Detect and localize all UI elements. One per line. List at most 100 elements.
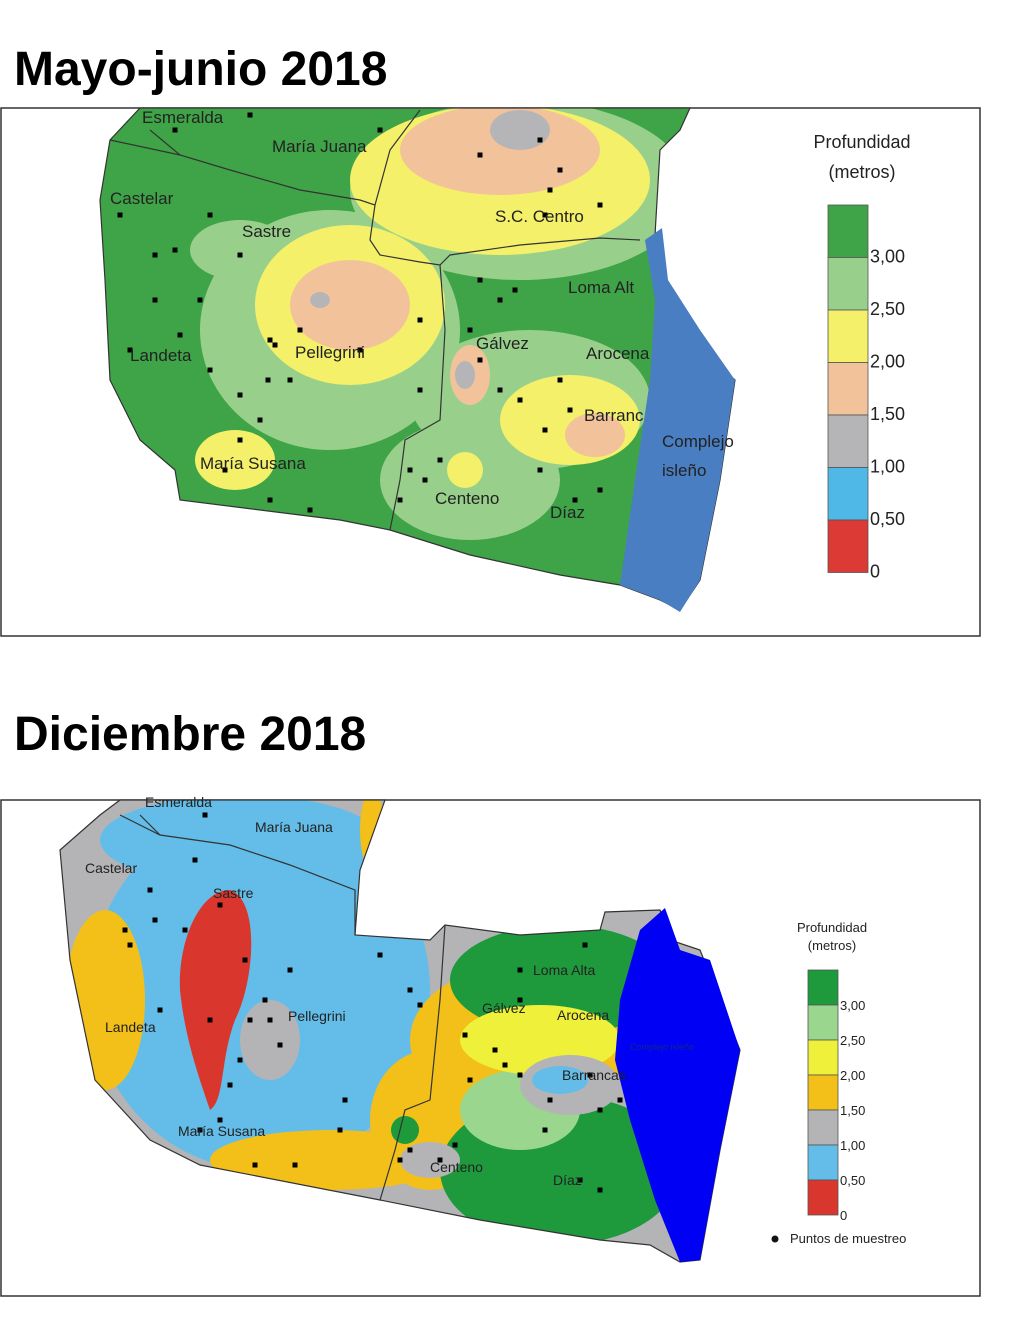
sample-point bbox=[237, 437, 243, 443]
island-area bbox=[620, 228, 735, 612]
sample-point bbox=[207, 1017, 213, 1023]
place-label: Loma Alt bbox=[568, 278, 634, 297]
sample-point bbox=[617, 1097, 623, 1103]
sample-point bbox=[297, 327, 303, 333]
sample-point bbox=[582, 942, 588, 948]
legend-title: Profundidad bbox=[797, 920, 867, 935]
sample-point bbox=[202, 812, 208, 818]
sample-point bbox=[197, 297, 203, 303]
legend-label: 3,00 bbox=[870, 247, 905, 267]
district-line bbox=[389, 264, 446, 531]
sample-point bbox=[152, 917, 158, 923]
sample-point bbox=[437, 1157, 443, 1163]
legend-label: 2,00 bbox=[840, 1068, 865, 1083]
sample-point bbox=[517, 397, 523, 403]
sample-point bbox=[217, 902, 223, 908]
sample-point bbox=[537, 467, 543, 473]
legend-label: 1,00 bbox=[870, 457, 905, 477]
sample-point bbox=[477, 277, 483, 283]
sample-point bbox=[462, 1032, 468, 1038]
sample-point bbox=[417, 1002, 423, 1008]
sample-point bbox=[542, 212, 548, 218]
sample-point bbox=[597, 1107, 603, 1113]
sample-point bbox=[557, 377, 563, 383]
sample-point bbox=[217, 1117, 223, 1123]
district-line bbox=[119, 814, 356, 935]
sample-point bbox=[542, 1127, 548, 1133]
legend-swatch bbox=[807, 1109, 839, 1146]
place-label: Díaz bbox=[553, 1172, 582, 1188]
sample-point bbox=[127, 942, 133, 948]
place-label: María Juana bbox=[272, 137, 367, 156]
island-area bbox=[615, 908, 740, 1262]
sample-point bbox=[577, 1177, 583, 1183]
sample-point bbox=[262, 997, 268, 1003]
legend-swatch bbox=[827, 414, 869, 468]
legend-label: 1,00 bbox=[840, 1138, 865, 1153]
legend-unit: (metros) bbox=[829, 162, 896, 182]
sample-point bbox=[397, 497, 403, 503]
district-line bbox=[149, 129, 641, 266]
sample-point bbox=[237, 1057, 243, 1063]
place-label: Gálvez bbox=[476, 334, 529, 353]
place-label: Castelar bbox=[85, 860, 137, 876]
sample-point bbox=[407, 467, 413, 473]
district-line bbox=[379, 924, 446, 1201]
sample-point bbox=[222, 467, 228, 473]
sample-point bbox=[517, 967, 523, 973]
sample-point bbox=[422, 477, 428, 483]
district-line bbox=[374, 109, 421, 206]
legend-label: 0,50 bbox=[840, 1173, 865, 1188]
sample-point bbox=[417, 387, 423, 393]
legend-swatch bbox=[807, 1179, 839, 1216]
place-label: Landeta bbox=[130, 346, 192, 365]
sample-point bbox=[357, 347, 363, 353]
legend-swatch bbox=[827, 204, 869, 258]
legend-swatch bbox=[807, 1144, 839, 1181]
legend-swatch bbox=[807, 1039, 839, 1076]
sample-point bbox=[377, 952, 383, 958]
place-label: Esmeralda bbox=[142, 108, 224, 127]
sample-point bbox=[337, 1127, 343, 1133]
legend-swatch bbox=[827, 467, 869, 521]
sample-point bbox=[252, 1162, 258, 1168]
sample-point bbox=[477, 357, 483, 363]
sample-point bbox=[152, 252, 158, 258]
sample-point bbox=[147, 887, 153, 893]
place-label: S.C. Centro bbox=[495, 207, 584, 226]
legend-points-label: Puntos de muestreo bbox=[790, 1231, 906, 1246]
sample-point bbox=[277, 1042, 283, 1048]
legend-label: 0 bbox=[840, 1208, 847, 1223]
legend-swatch bbox=[827, 519, 869, 573]
sample-point bbox=[502, 1062, 508, 1068]
sample-point bbox=[122, 927, 128, 933]
place-label: Arocena bbox=[557, 1007, 609, 1023]
sample-point bbox=[237, 252, 243, 258]
legend-label: 0 bbox=[870, 562, 880, 582]
sample-point bbox=[152, 297, 158, 303]
sample-point bbox=[182, 927, 188, 933]
map-title: Mayo-junio 2018 bbox=[14, 43, 387, 96]
place-label: Centeno bbox=[435, 489, 499, 508]
sample-point bbox=[517, 1072, 523, 1078]
legend-label: 1,50 bbox=[840, 1103, 865, 1118]
place-label: Esmeralda bbox=[145, 794, 212, 810]
sample-point bbox=[537, 137, 543, 143]
sample-point bbox=[207, 212, 213, 218]
district-line bbox=[109, 139, 181, 156]
sample-point bbox=[417, 317, 423, 323]
sample-point bbox=[492, 1047, 498, 1053]
sample-point bbox=[407, 1147, 413, 1153]
island-label: Complejo isleño bbox=[630, 1042, 694, 1052]
sample-point bbox=[247, 112, 253, 118]
sample-point bbox=[237, 392, 243, 398]
sample-point bbox=[397, 1157, 403, 1163]
place-label: Centeno bbox=[430, 1159, 483, 1175]
place-label: Díaz bbox=[550, 503, 585, 522]
sample-point bbox=[287, 377, 293, 383]
legend-swatch bbox=[827, 362, 869, 416]
sample-point bbox=[437, 457, 443, 463]
legend-swatch bbox=[827, 257, 869, 311]
sample-point bbox=[477, 152, 483, 158]
legend-label: 2,50 bbox=[840, 1033, 865, 1048]
